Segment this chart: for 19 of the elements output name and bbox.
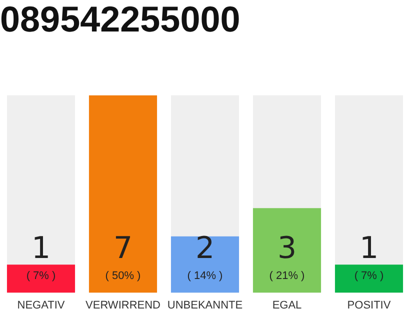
annotation: ( 7% ) bbox=[354, 270, 384, 282]
x-tick-label: NEGATIV bbox=[17, 299, 66, 312]
annotation: ( 14% ) bbox=[187, 270, 223, 282]
data-label: 2 bbox=[195, 230, 215, 266]
bar bbox=[334, 264, 404, 293]
annotation: ( 50% ) bbox=[105, 270, 141, 282]
annotation: ( 7% ) bbox=[26, 270, 56, 282]
annotation: ( 21% ) bbox=[269, 270, 305, 282]
bar bbox=[6, 264, 76, 293]
chart-title: 089542255000 bbox=[0, 0, 240, 40]
data-label: 1 bbox=[31, 230, 51, 266]
data-label: 3 bbox=[277, 230, 297, 266]
data-label: 1 bbox=[359, 230, 379, 266]
x-tick-label: UNBEKANNTE bbox=[167, 299, 243, 312]
x-tick-label: EGAL bbox=[272, 299, 302, 312]
x-tick-label: POSITIV bbox=[347, 299, 392, 312]
data-label: 7 bbox=[113, 230, 133, 266]
x-tick-label: VERWIRREND bbox=[86, 299, 161, 312]
bar bbox=[170, 236, 240, 293]
